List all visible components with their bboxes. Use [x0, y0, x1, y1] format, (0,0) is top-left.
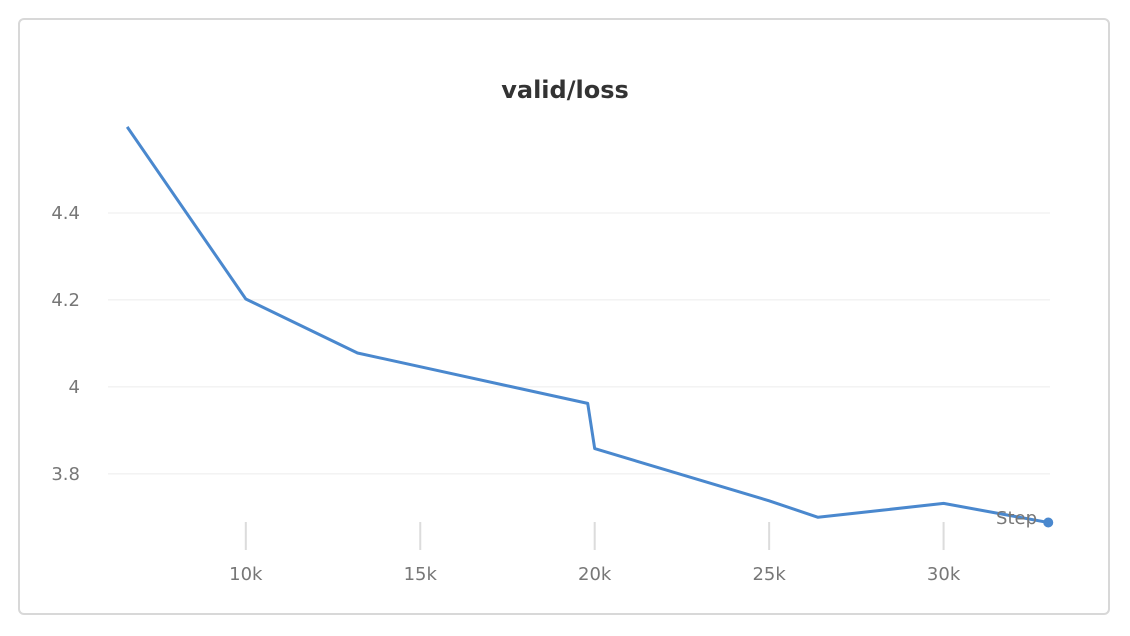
y-tick-label: 4 [69, 377, 80, 398]
y-tick-label: 4.4 [51, 203, 80, 224]
x-axis-tick-labels: 10k 15k 20k 25k 30k [229, 564, 961, 585]
y-gridlines [108, 212, 1050, 475]
chart-panel [18, 18, 1110, 615]
y-tick-label: 4.2 [51, 290, 80, 311]
series-endpoint-marker [1043, 517, 1054, 528]
chart-title: valid/loss [501, 76, 629, 104]
y-axis-tick-labels: 3.8 4 4.2 4.4 [51, 203, 80, 485]
series-line [125, 126, 1049, 524]
x-tick-label: 15k [404, 564, 438, 585]
x-tick-label: 10k [229, 564, 263, 585]
series-lines [125, 126, 1054, 528]
y-tick-label: 3.8 [51, 464, 80, 485]
x-tick-label: 25k [752, 564, 786, 585]
x-axis-label: Step [996, 508, 1037, 529]
x-tick-label: 20k [578, 564, 612, 585]
x-tick-label: 30k [927, 564, 961, 585]
x-axis-ticks [244, 522, 945, 550]
